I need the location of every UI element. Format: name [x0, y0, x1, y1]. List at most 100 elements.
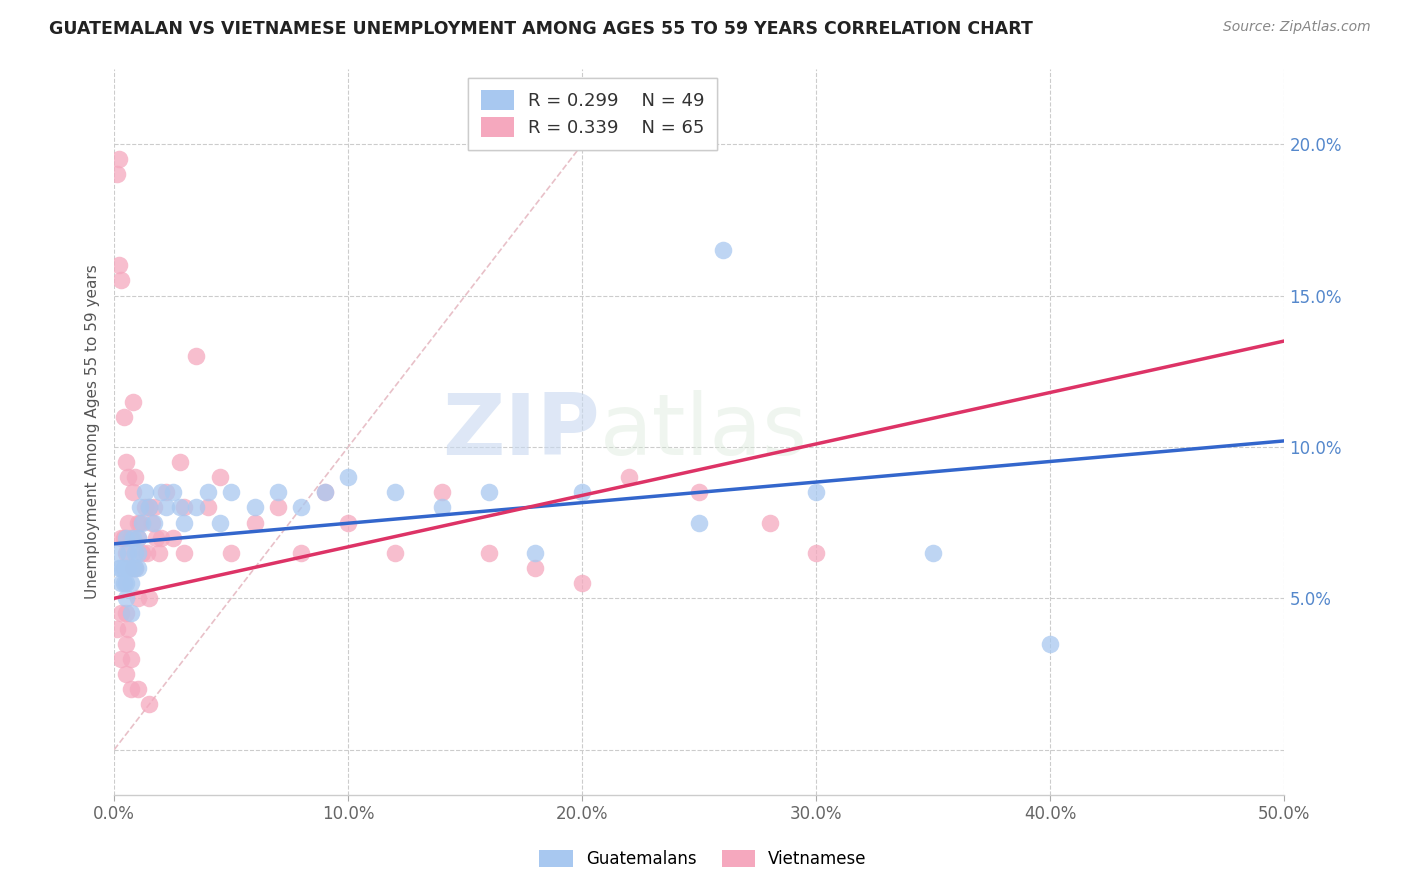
Point [688, 485, 710, 500]
Point [314, 485, 336, 500]
Y-axis label: Unemployment Among Ages 55 to 59 years: Unemployment Among Ages 55 to 59 years [86, 264, 100, 599]
Point [105, 622, 128, 636]
Point [208, 470, 231, 484]
Point [134, 485, 156, 500]
Point [127, 531, 149, 545]
Point [1039, 637, 1062, 651]
Point [108, 561, 131, 575]
Point [243, 516, 266, 530]
Point [138, 698, 160, 712]
Point [112, 561, 135, 575]
Point [110, 607, 132, 621]
Point [758, 516, 780, 530]
Point [184, 500, 207, 515]
Point [384, 546, 406, 560]
Point [131, 546, 153, 560]
Point [134, 500, 156, 515]
Point [115, 576, 138, 591]
Point [169, 500, 191, 515]
Point [105, 546, 128, 560]
Point [127, 546, 149, 560]
Point [219, 485, 242, 500]
Point [117, 470, 139, 484]
Point [131, 516, 153, 530]
Point [384, 485, 406, 500]
Point [314, 485, 336, 500]
Point [141, 516, 163, 530]
Point [122, 485, 145, 500]
Point [173, 516, 195, 530]
Point [337, 470, 360, 484]
Point [127, 516, 149, 530]
Point [117, 546, 139, 560]
Point [243, 500, 266, 515]
Point [124, 561, 146, 575]
Point [117, 516, 139, 530]
Point [197, 500, 219, 515]
Point [571, 485, 593, 500]
Point [120, 682, 142, 697]
Text: atlas: atlas [600, 391, 808, 474]
Point [806, 485, 828, 500]
Point [150, 531, 173, 545]
Point [120, 652, 142, 666]
Point [110, 531, 132, 545]
Point [124, 470, 146, 484]
Point [197, 485, 219, 500]
Point [117, 622, 139, 636]
Legend: R = 0.299    N = 49, R = 0.339    N = 65: R = 0.299 N = 49, R = 0.339 N = 65 [468, 78, 717, 150]
Point [129, 500, 152, 515]
Point [110, 576, 132, 591]
Point [290, 500, 312, 515]
Legend: Guatemalans, Vietnamese: Guatemalans, Vietnamese [533, 843, 873, 875]
Text: ZIP: ZIP [441, 391, 600, 474]
Point [571, 576, 593, 591]
Point [115, 607, 138, 621]
Point [524, 546, 547, 560]
Point [162, 531, 184, 545]
Point [108, 153, 131, 167]
Point [430, 485, 453, 500]
Point [110, 652, 132, 666]
Point [138, 500, 160, 515]
Point [136, 546, 159, 560]
Point [267, 485, 290, 500]
Point [337, 516, 360, 530]
Point [124, 561, 146, 575]
Point [430, 500, 453, 515]
Point [169, 455, 191, 469]
Point [112, 576, 135, 591]
Point [120, 576, 142, 591]
Point [127, 561, 149, 575]
Point [150, 485, 173, 500]
Point [112, 409, 135, 424]
Text: Source: ZipAtlas.com: Source: ZipAtlas.com [1223, 20, 1371, 34]
Point [120, 607, 142, 621]
Point [122, 561, 145, 575]
Point [162, 485, 184, 500]
Point [120, 531, 142, 545]
Point [115, 455, 138, 469]
Point [127, 682, 149, 697]
Point [143, 516, 166, 530]
Point [127, 591, 149, 606]
Point [290, 546, 312, 560]
Point [122, 561, 145, 575]
Point [617, 470, 640, 484]
Point [115, 667, 138, 681]
Point [124, 546, 146, 560]
Point [922, 546, 945, 560]
Point [138, 591, 160, 606]
Point [478, 546, 501, 560]
Point [110, 273, 132, 287]
Point [208, 516, 231, 530]
Point [105, 168, 128, 182]
Point [110, 561, 132, 575]
Point [117, 561, 139, 575]
Point [127, 531, 149, 545]
Point [267, 500, 290, 515]
Point [112, 531, 135, 545]
Point [688, 516, 710, 530]
Point [806, 546, 828, 560]
Point [138, 500, 160, 515]
